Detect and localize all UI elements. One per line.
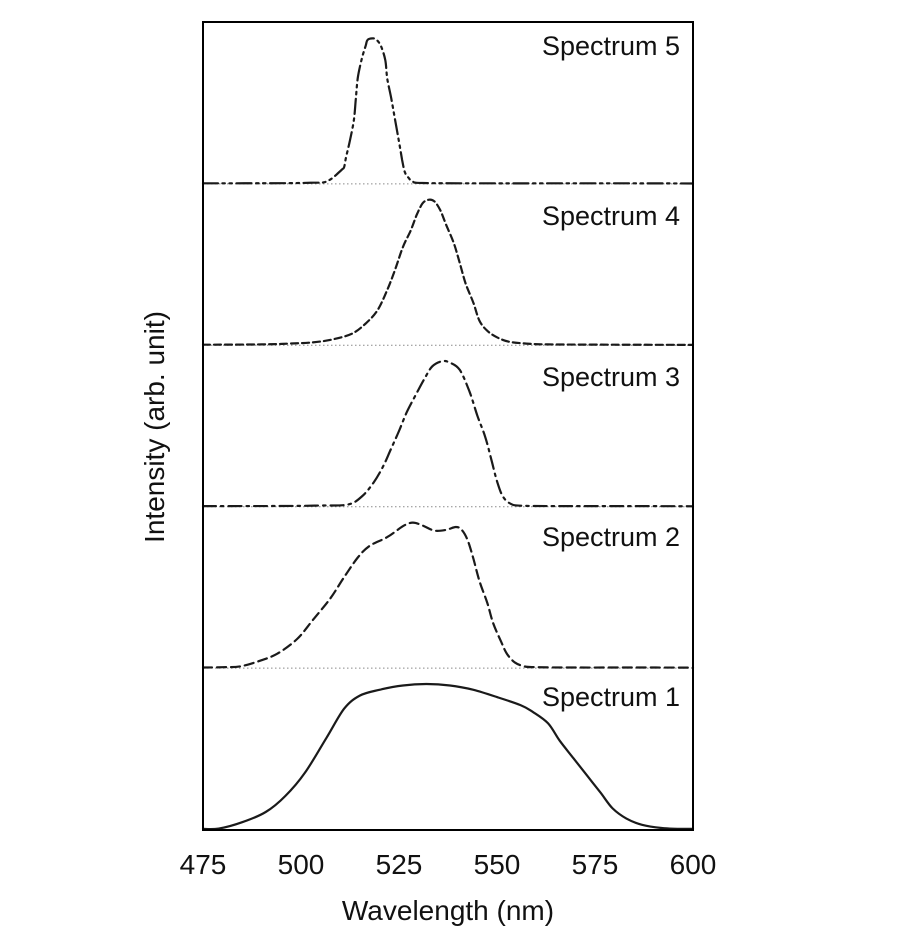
x-tick-525: 525 <box>375 849 423 880</box>
spectrum-5-label: Spectrum 5 <box>541 31 680 61</box>
x-tick-475: 475 <box>179 849 227 880</box>
spectrum-4-label: Spectrum 4 <box>541 201 680 231</box>
plot-frame <box>202 21 694 831</box>
curve-spectrum-4 <box>201 198 695 346</box>
spectrum-3-label: Spectrum 3 <box>541 362 680 392</box>
x-tick-500: 500 <box>277 849 325 880</box>
curve-spectrum-1 <box>201 682 695 831</box>
spectrum-1-label: Spectrum 1 <box>541 682 680 712</box>
spectrum-2-label: Spectrum 2 <box>541 522 680 552</box>
y-axis-title: Intensity (arb. unit) <box>139 311 170 543</box>
x-tick-575: 575 <box>571 849 619 880</box>
curve-spectrum-5 <box>201 37 695 185</box>
x-tick-550: 550 <box>473 849 521 880</box>
x-tick-600: 600 <box>669 849 717 880</box>
baseline-dotted-lines <box>203 183 693 669</box>
curve-spectrum-2 <box>201 521 695 669</box>
x-axis-title: Wavelength (nm) <box>341 895 555 926</box>
curve-spectrum-3 <box>201 359 695 508</box>
spectra-curves <box>201 37 695 831</box>
